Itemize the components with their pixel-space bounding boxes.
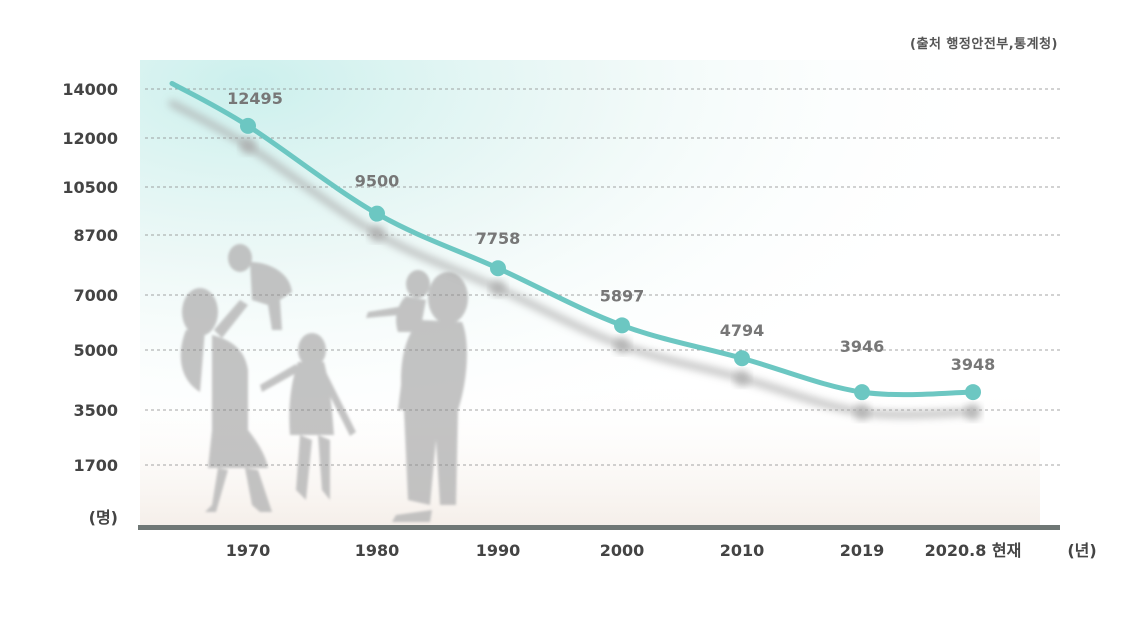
x-tick-label: 2000 (600, 541, 645, 560)
data-label: 9500 (355, 172, 400, 191)
y-axis: 1700 3500 5000 7000 8700 10500 12000 14000 (명) (62, 80, 118, 527)
data-label: 7758 (476, 229, 521, 248)
x-axis: 1970 1980 1990 2000 2010 2019 2020.8 현재 (년) (226, 541, 1097, 560)
point-shadow (734, 370, 750, 387)
y-tick-label: 7000 (73, 286, 118, 305)
grid (138, 88, 1060, 530)
point-shadow (854, 404, 870, 421)
data-labels: 12495 9500 7758 5897 4794 3946 3948 (227, 89, 995, 374)
y-tick-label: 14000 (62, 80, 118, 99)
y-tick-label: 10500 (62, 178, 118, 197)
data-label: 3946 (840, 337, 885, 356)
point-shadow (369, 225, 385, 242)
y-tick-label: 3500 (73, 401, 118, 420)
data-point-1980 (369, 205, 385, 222)
y-axis-unit: (명) (89, 508, 118, 527)
x-tick-label: 2010 (720, 541, 765, 560)
series-shadow-line (168, 99, 977, 419)
point-shadow (240, 137, 256, 154)
x-tick-label: 2019 (840, 541, 885, 560)
y-tick-label: 8700 (73, 226, 118, 245)
x-tick-label: 2020.8 현재 (925, 541, 1022, 560)
x-tick-label: 1970 (226, 541, 271, 560)
x-axis-unit: (년) (1067, 541, 1096, 560)
point-shadow (965, 404, 981, 421)
y-tick-label: 5000 (73, 341, 118, 360)
data-label: 5897 (600, 286, 645, 305)
x-tick-label: 1980 (355, 541, 400, 560)
line-shadow (168, 99, 981, 421)
series-line (169, 80, 976, 398)
data-label: 12495 (227, 89, 283, 108)
data-point-2010 (734, 350, 750, 367)
point-shadow (614, 337, 630, 354)
data-point-2000 (614, 317, 630, 334)
source-note: (출처 행정안전부,통계청) (910, 37, 1058, 52)
y-tick-label: 1700 (73, 456, 118, 475)
family-silhouette (180, 244, 468, 522)
data-point-2020.8 현재 (965, 384, 981, 401)
data-point-1970 (240, 117, 256, 134)
background-warm (140, 380, 1040, 525)
data-point-1990 (490, 260, 506, 277)
x-axis-baseline (138, 525, 1060, 530)
data-point-2019 (854, 384, 870, 401)
data-label: 3948 (951, 355, 996, 374)
series-line-group (169, 80, 976, 398)
data-points (240, 117, 981, 401)
y-tick-label: 12000 (62, 129, 118, 148)
point-shadow (490, 280, 506, 297)
data-label: 4794 (720, 321, 765, 340)
x-tick-label: 1990 (476, 541, 521, 560)
